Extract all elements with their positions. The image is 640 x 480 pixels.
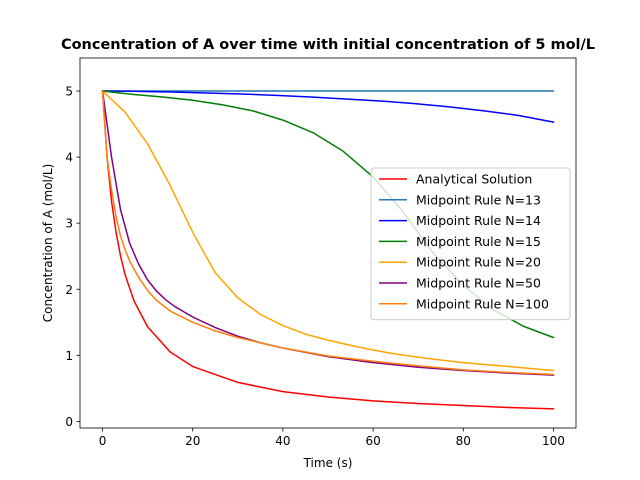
y-axis-label: Concentration of A (mol/L) (41, 164, 55, 323)
legend-box (370, 167, 571, 321)
legend-label-3: Midpoint Rule N=14 (416, 213, 541, 228)
x-tick-label: 0 (99, 434, 107, 448)
series-line-5 (101, 89, 555, 372)
x-tick-label: 80 (456, 434, 471, 448)
legend-label-2: Midpoint Rule N=13 (416, 192, 541, 207)
series-line-7 (101, 90, 555, 376)
y-tick-label: 1 (65, 349, 73, 363)
x-tick-label: 60 (365, 434, 380, 448)
series-line-3 (101, 90, 555, 123)
y-tick-label: 5 (65, 85, 73, 99)
legend: Analytical Solution Midpoint Rule N=13 Mid… (370, 167, 571, 321)
axes-border (79, 57, 577, 429)
x-tick-label: 40 (275, 434, 290, 448)
legend-label-4: Midpoint Rule N=15 (416, 234, 541, 249)
y-tick-label: 3 (65, 217, 73, 231)
legend-label-7: Midpoint Rule N=100 (416, 296, 549, 311)
x-tick-label: 100 (542, 434, 565, 448)
axes-frame (79, 57, 577, 429)
x-axis-label: Time (s) (303, 456, 353, 470)
series-line-6 (101, 90, 555, 376)
legend-label-6: Midpoint Rule N=50 (416, 276, 541, 291)
y-tick-label: 2 (65, 283, 73, 297)
y-tick-label: 4 (65, 151, 73, 165)
y-tick-label: 0 (65, 415, 73, 429)
legend-label-5: Midpoint Rule N=20 (416, 255, 541, 270)
legend-label-1: Analytical Solution (416, 172, 532, 187)
x-tick-label: 20 (185, 434, 200, 448)
chart-title: Concentration of A over time with initia… (61, 37, 595, 53)
ticks-layer: 0 20 40 60 80 100 0 1 2 3 4 5 (65, 85, 565, 448)
series-line-1 (101, 90, 555, 410)
